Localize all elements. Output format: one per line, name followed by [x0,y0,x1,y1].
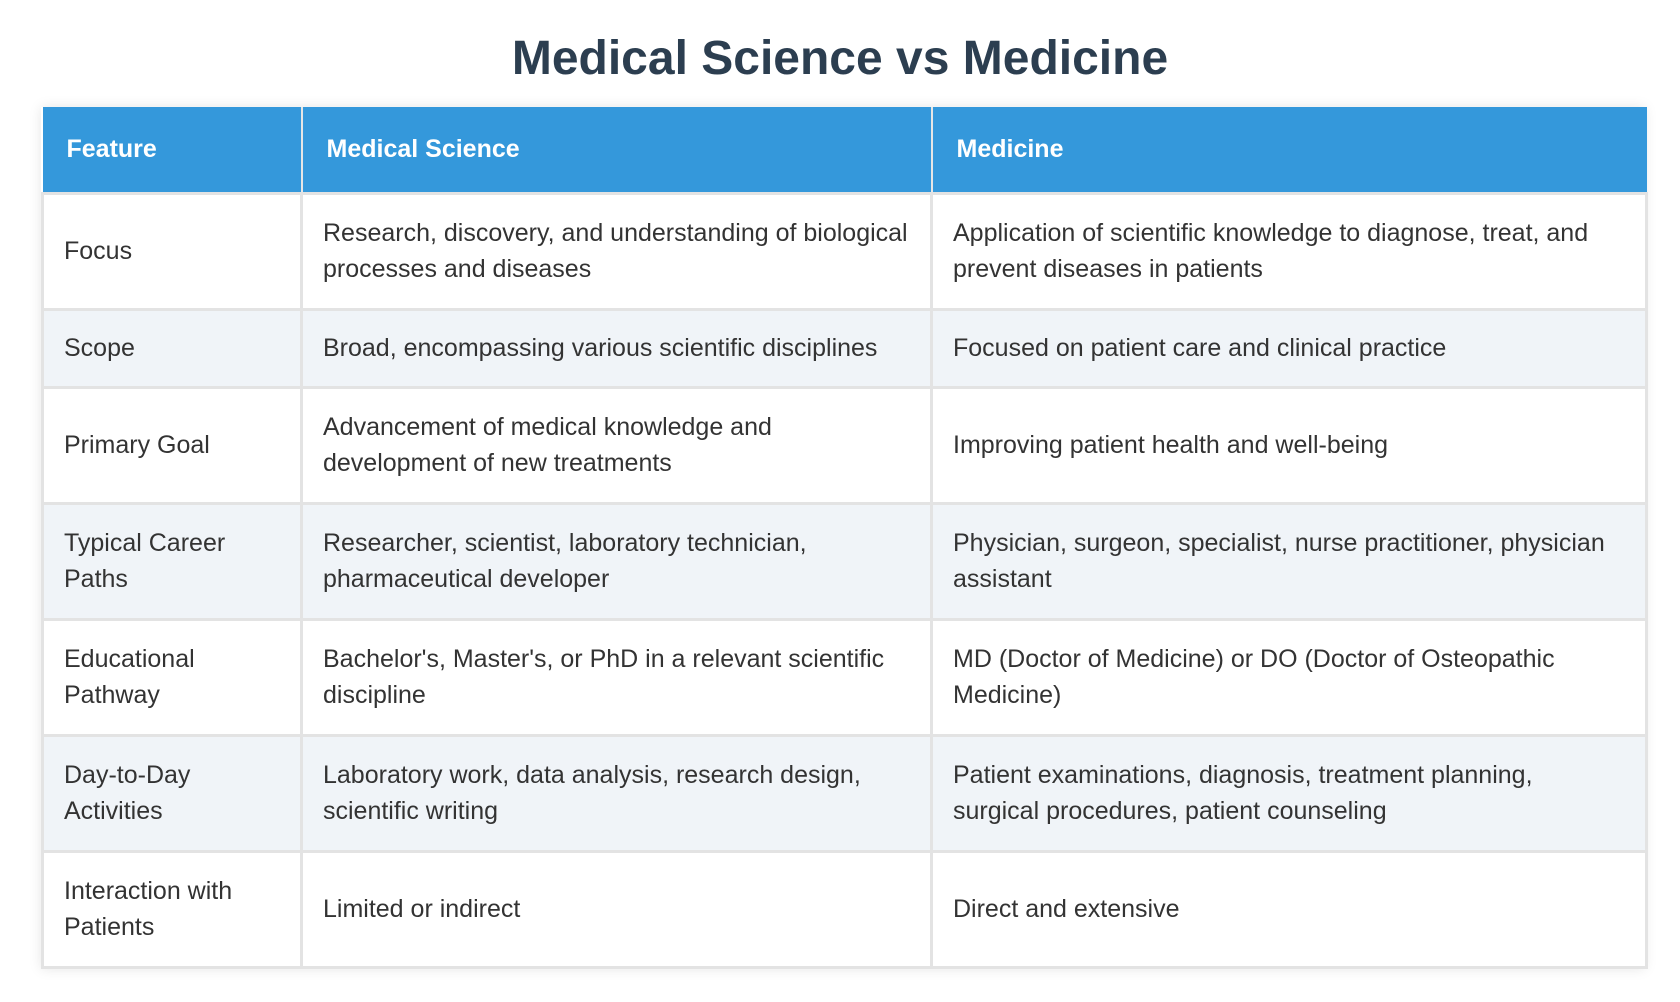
comparison-table-container: Feature Medical Science Medicine Focus R… [41,107,1648,969]
table-row: Day-to-Day Activities Laboratory work, d… [41,733,1648,853]
medical-science-cell: Broad, encompassing various scientific d… [300,307,933,389]
medical-science-cell: Limited or indirect [300,849,933,969]
medical-science-cell: Researcher, scientist, laboratory techni… [300,501,933,621]
feature-cell: Educational Pathway [41,617,303,737]
medicine-cell: Patient examinations, diagnosis, treatme… [930,733,1648,853]
table-row: Focus Research, discovery, and understan… [41,191,1648,311]
medical-science-cell: Laboratory work, data analysis, research… [300,733,933,853]
feature-cell: Focus [41,191,303,311]
header-medical-science: Medical Science [301,107,933,193]
medicine-cell: Improving patient health and well-being [930,385,1648,505]
table-row: Typical Career Paths Researcher, scienti… [41,501,1648,621]
table-row: Educational Pathway Bachelor's, Master's… [41,617,1648,737]
medical-science-cell: Advancement of medical knowledge and dev… [300,385,933,505]
page-title: Medical Science vs Medicine [511,32,1169,85]
medicine-cell: Application of scientific knowledge to d… [930,191,1648,311]
medicine-cell: Direct and extensive [930,849,1648,969]
header-feature: Feature [42,107,303,193]
table-header-row: Feature Medical Science Medicine [42,107,1647,193]
medicine-cell: Focused on patient care and clinical pra… [930,307,1648,389]
table-row: Primary Goal Advancement of medical know… [41,385,1648,505]
feature-cell: Interaction with Patients [41,849,303,969]
medical-science-cell: Research, discovery, and understanding o… [300,191,933,311]
table-row: Scope Broad, encompassing various scient… [41,307,1648,389]
medicine-cell: MD (Doctor of Medicine) or DO (Doctor of… [930,617,1648,737]
feature-cell: Scope [41,307,303,389]
feature-cell: Typical Career Paths [41,501,303,621]
table-row: Interaction with Patients Limited or ind… [41,849,1648,969]
feature-cell: Primary Goal [41,385,303,505]
comparison-table: Feature Medical Science Medicine Focus R… [41,107,1648,969]
header-medicine: Medicine [931,107,1647,193]
medical-science-cell: Bachelor's, Master's, or PhD in a releva… [300,617,933,737]
medicine-cell: Physician, surgeon, specialist, nurse pr… [930,501,1648,621]
feature-cell: Day-to-Day Activities [41,733,303,853]
